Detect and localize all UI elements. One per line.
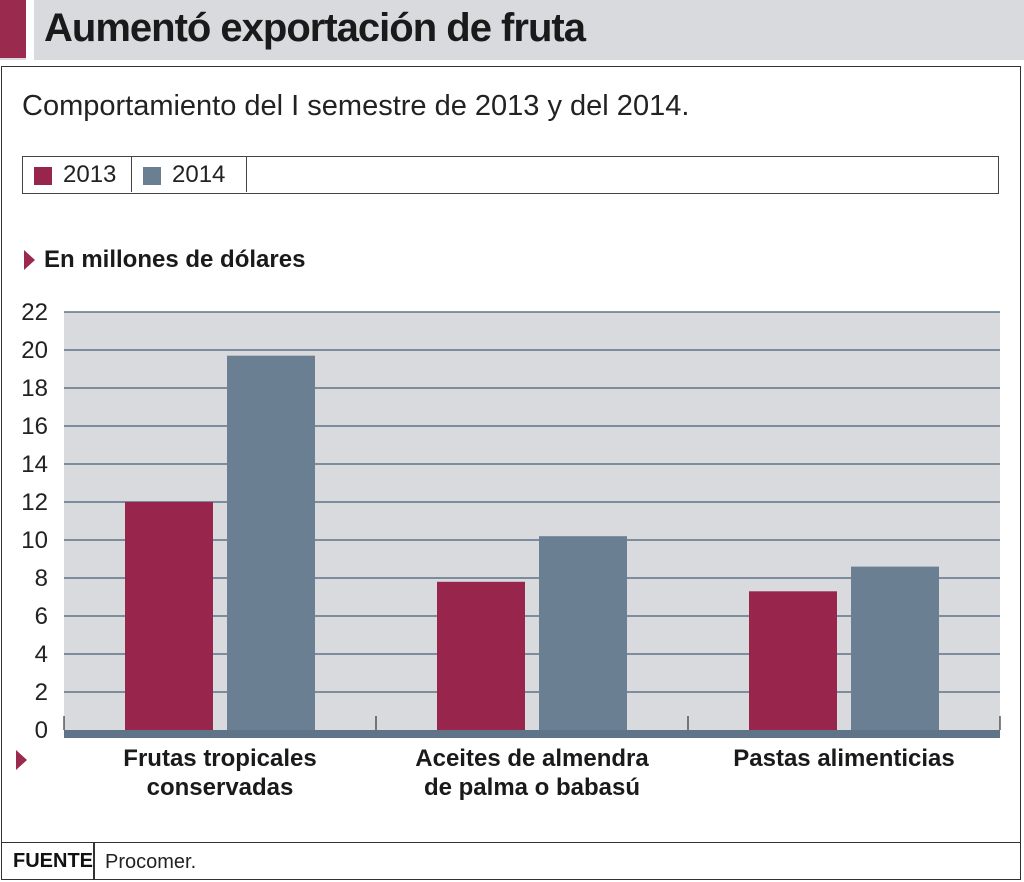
unit-label: En millones de dólares: [44, 246, 306, 273]
category-label: conservadas: [147, 774, 294, 801]
y-tick-label: 4: [35, 641, 48, 668]
x-axis-baseline: [64, 730, 1000, 738]
legend-item-2013: 2013: [23, 157, 132, 192]
y-tick-label: 20: [21, 337, 48, 364]
bar-2013: [437, 581, 525, 730]
legend-item-2014: 2014: [132, 157, 247, 192]
legend-swatch-2013: [34, 167, 52, 185]
y-tick-label: 12: [21, 489, 48, 516]
legend: 2013 2014: [22, 156, 999, 194]
y-tick-label: 16: [21, 413, 48, 440]
source-label: FUENTE: [13, 850, 93, 872]
legend-label-2014: 2014: [172, 161, 226, 188]
y-tick-label: 6: [35, 603, 48, 630]
legend-label-2013: 2013: [63, 161, 117, 188]
y-tick-label: 0: [35, 717, 48, 744]
bar-2014: [227, 355, 315, 730]
y-tick-label: 10: [21, 527, 48, 554]
category-label: Frutas tropicales: [123, 745, 316, 772]
legend-swatch-2014: [143, 167, 161, 185]
bar-2014: [851, 566, 939, 730]
category-marker-icon: [16, 750, 27, 770]
source-value: Procomer.: [105, 851, 197, 873]
header-accent: [0, 0, 26, 58]
header-bar: Aumentó exportación de fruta: [0, 0, 1024, 60]
chart-subtitle: Comportamiento del I semestre de 2013 y …: [22, 90, 690, 122]
category-label: Pastas alimenticias: [733, 745, 954, 772]
category-label: Aceites de almendra: [415, 745, 649, 772]
y-tick-label: 8: [35, 565, 48, 592]
y-tick-label: 14: [21, 451, 48, 478]
bar-2014: [539, 536, 627, 730]
chart-frame: [1, 66, 1021, 880]
category-label: de palma o babasú: [424, 774, 640, 801]
plot-area: [64, 312, 1000, 730]
bar-2013: [749, 591, 837, 730]
y-tick-label: 22: [21, 299, 48, 326]
page-title: Aumentó exportación de fruta: [44, 6, 586, 50]
source-footer: FUENTE Procomer.: [1, 842, 1021, 880]
bar-2013: [125, 502, 213, 730]
unit-marker-icon: [24, 250, 35, 270]
y-tick-label: 2: [35, 679, 48, 706]
y-tick-label: 18: [21, 375, 48, 402]
